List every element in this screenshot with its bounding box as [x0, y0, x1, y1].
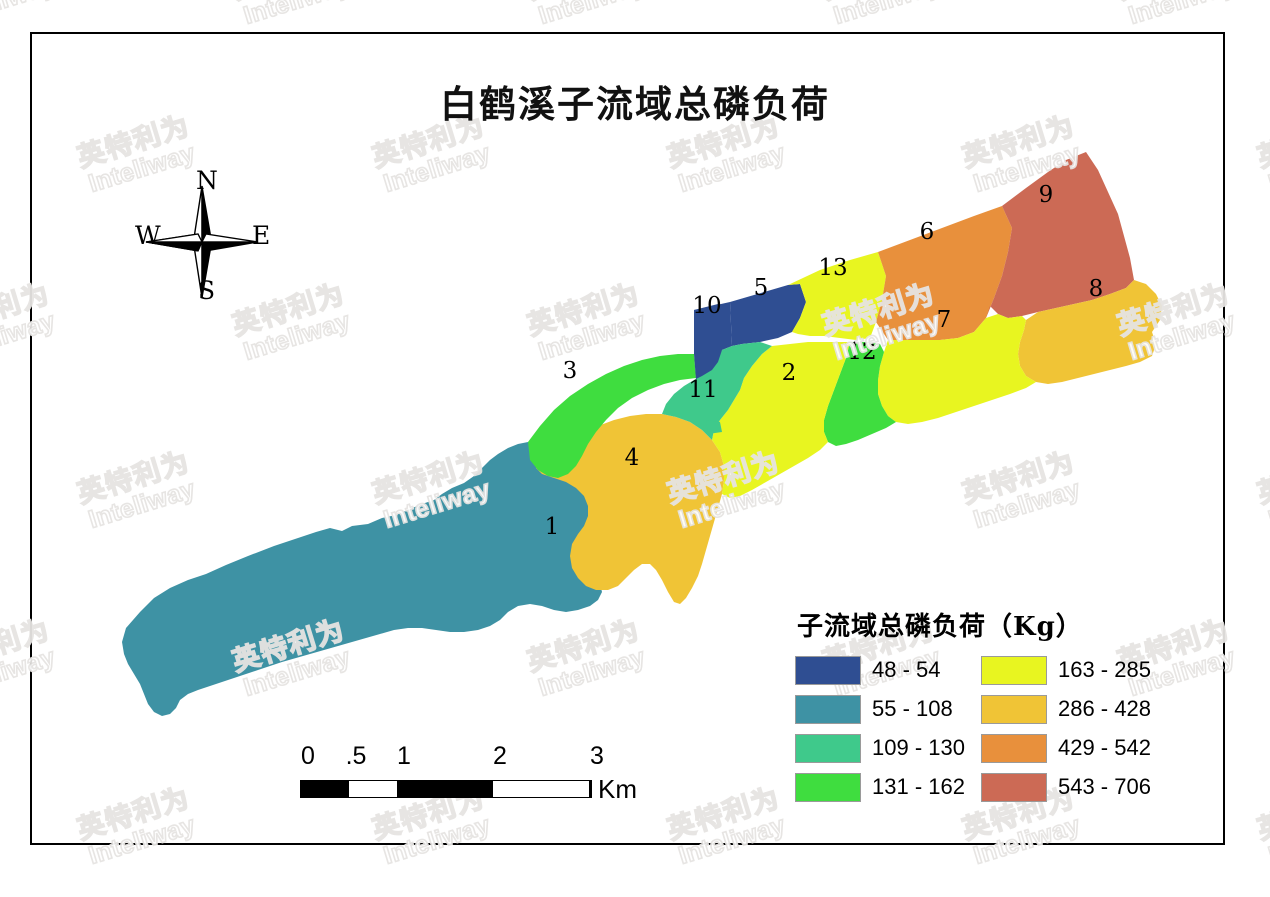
- subbasin-label-3: 3: [563, 358, 578, 384]
- legend-column-0: 48 - 54 55 - 108 109 - 130 131 - 162: [795, 655, 965, 802]
- subbasin-polygon-3[interactable]: [528, 354, 696, 478]
- subbasin-label-5: 5: [754, 275, 769, 301]
- scale-segment-0: [301, 781, 349, 797]
- scale-segment-4: [589, 781, 591, 797]
- scale-tick-2: 1: [397, 742, 411, 770]
- legend-swatch: [980, 772, 1047, 802]
- subbasin-label-1: 1: [545, 514, 560, 540]
- scale-segment-3: [493, 781, 589, 797]
- legend-label: 286 - 428: [1057, 696, 1151, 721]
- subbasin-label-group: 1 2 3 4 5 6 7 8 9 10 11 12 13: [545, 182, 1104, 540]
- subbasin-label-12: 12: [847, 339, 876, 365]
- legend-title: 子流域总磷负荷（Kg）: [797, 612, 1083, 642]
- scale-bar-ticks: 0 .5 1 2 3: [292, 742, 652, 772]
- subbasin-polygon-6[interactable]: [876, 206, 1012, 340]
- legend: 子流域总磷负荷（Kg） 48 - 54 55 - 108 109 - 130 131 …: [795, 606, 1200, 802]
- map-title: 白鹤溪子流域总磷负荷: [440, 82, 830, 126]
- legend-item[interactable]: 429 - 542: [980, 733, 1151, 763]
- subbasin-polygon-4[interactable]: [536, 414, 724, 604]
- compass-label-south: S: [198, 276, 216, 305]
- compass-label-east: E: [252, 221, 271, 250]
- legend-item[interactable]: 48 - 54: [795, 655, 965, 685]
- legend-label: 131 - 162: [872, 774, 965, 799]
- subbasin-polygon-11[interactable]: [662, 342, 772, 440]
- subbasin-polygon-2[interactable]: [712, 342, 850, 498]
- subbasin-polygon-8[interactable]: [1018, 280, 1162, 384]
- legend-column-1: 163 - 285 286 - 428 429 - 542 543 - 706: [980, 655, 1151, 802]
- subbasin-notch-11: [706, 420, 722, 434]
- legend-label: 48 - 54: [872, 657, 941, 682]
- legend-swatch: [980, 694, 1047, 724]
- subbasin-label-10: 10: [692, 293, 721, 319]
- legend-label: 163 - 285: [1057, 657, 1151, 682]
- compass-label-west: W: [135, 221, 161, 250]
- subbasin-polygon-13[interactable]: [788, 252, 886, 340]
- subbasin-polygon-12[interactable]: [824, 342, 896, 446]
- legend-swatch: [980, 733, 1047, 763]
- scale-segment-1: [349, 781, 397, 797]
- scale-bar-unit: Km: [598, 774, 637, 804]
- legend-grid: 48 - 54 55 - 108 109 - 130 131 - 162 163 - 2…: [795, 655, 1200, 802]
- scale-tick-4: 3: [590, 742, 604, 770]
- subbasin-label-4: 4: [625, 445, 640, 471]
- scale-tick-0: 0: [301, 742, 315, 770]
- legend-swatch: [795, 694, 861, 724]
- subbasin-polygon-5[interactable]: [730, 284, 806, 346]
- subbasin-label-9: 9: [1039, 182, 1054, 208]
- subbasin-label-6: 6: [920, 219, 935, 245]
- subbasin-polygon-9[interactable]: [986, 152, 1134, 318]
- subbasin-notch-2: [720, 418, 736, 432]
- subbasin-label-7: 7: [937, 307, 952, 333]
- compass-star-icon: [145, 185, 259, 299]
- map-frame-border: [30, 32, 1225, 845]
- subbasin-polygon-7[interactable]: [878, 314, 1036, 424]
- scale-tick-3: 2: [493, 742, 507, 770]
- compass-label-north: N: [196, 166, 218, 195]
- legend-swatch: [795, 772, 861, 802]
- legend-label: 429 - 542: [1057, 735, 1151, 760]
- legend-item[interactable]: 55 - 108: [795, 694, 965, 724]
- legend-label: 543 - 706: [1057, 774, 1151, 799]
- scale-bar-segments: [300, 780, 592, 798]
- legend-item[interactable]: 543 - 706: [980, 772, 1151, 802]
- scale-segment-2: [397, 781, 493, 797]
- subbasin-label-8: 8: [1089, 276, 1104, 302]
- subbasin-label-11: 11: [688, 377, 717, 403]
- legend-item[interactable]: 286 - 428: [980, 694, 1151, 724]
- compass-rose: N S W E: [128, 166, 293, 323]
- legend-item[interactable]: 131 - 162: [795, 772, 965, 802]
- legend-item[interactable]: 163 - 285: [980, 655, 1151, 685]
- legend-label: 55 - 108: [872, 696, 953, 721]
- scale-bar: 0 .5 1 2 3 Km: [292, 742, 652, 814]
- legend-swatch: [795, 733, 861, 763]
- legend-swatch: [795, 655, 861, 685]
- scale-tick-1: .5: [345, 742, 367, 770]
- subbasin-polygon-1[interactable]: [122, 442, 622, 716]
- legend-label: 109 - 130: [872, 735, 965, 760]
- subbasin-polygon-10b[interactable]: [694, 302, 732, 354]
- legend-swatch: [980, 655, 1047, 685]
- legend-item[interactable]: 109 - 130: [795, 733, 965, 763]
- subbasin-label-13: 13: [818, 255, 847, 281]
- map-polygon-canvas: 1 2 3 4 5 6 7 8 9 10 11 12 13: [122, 152, 1162, 716]
- subbasin-label-2: 2: [782, 360, 797, 386]
- subbasin-polygons: 1 2 3 4 5 6 7 8 9 10 11 12 13: [122, 152, 1162, 716]
